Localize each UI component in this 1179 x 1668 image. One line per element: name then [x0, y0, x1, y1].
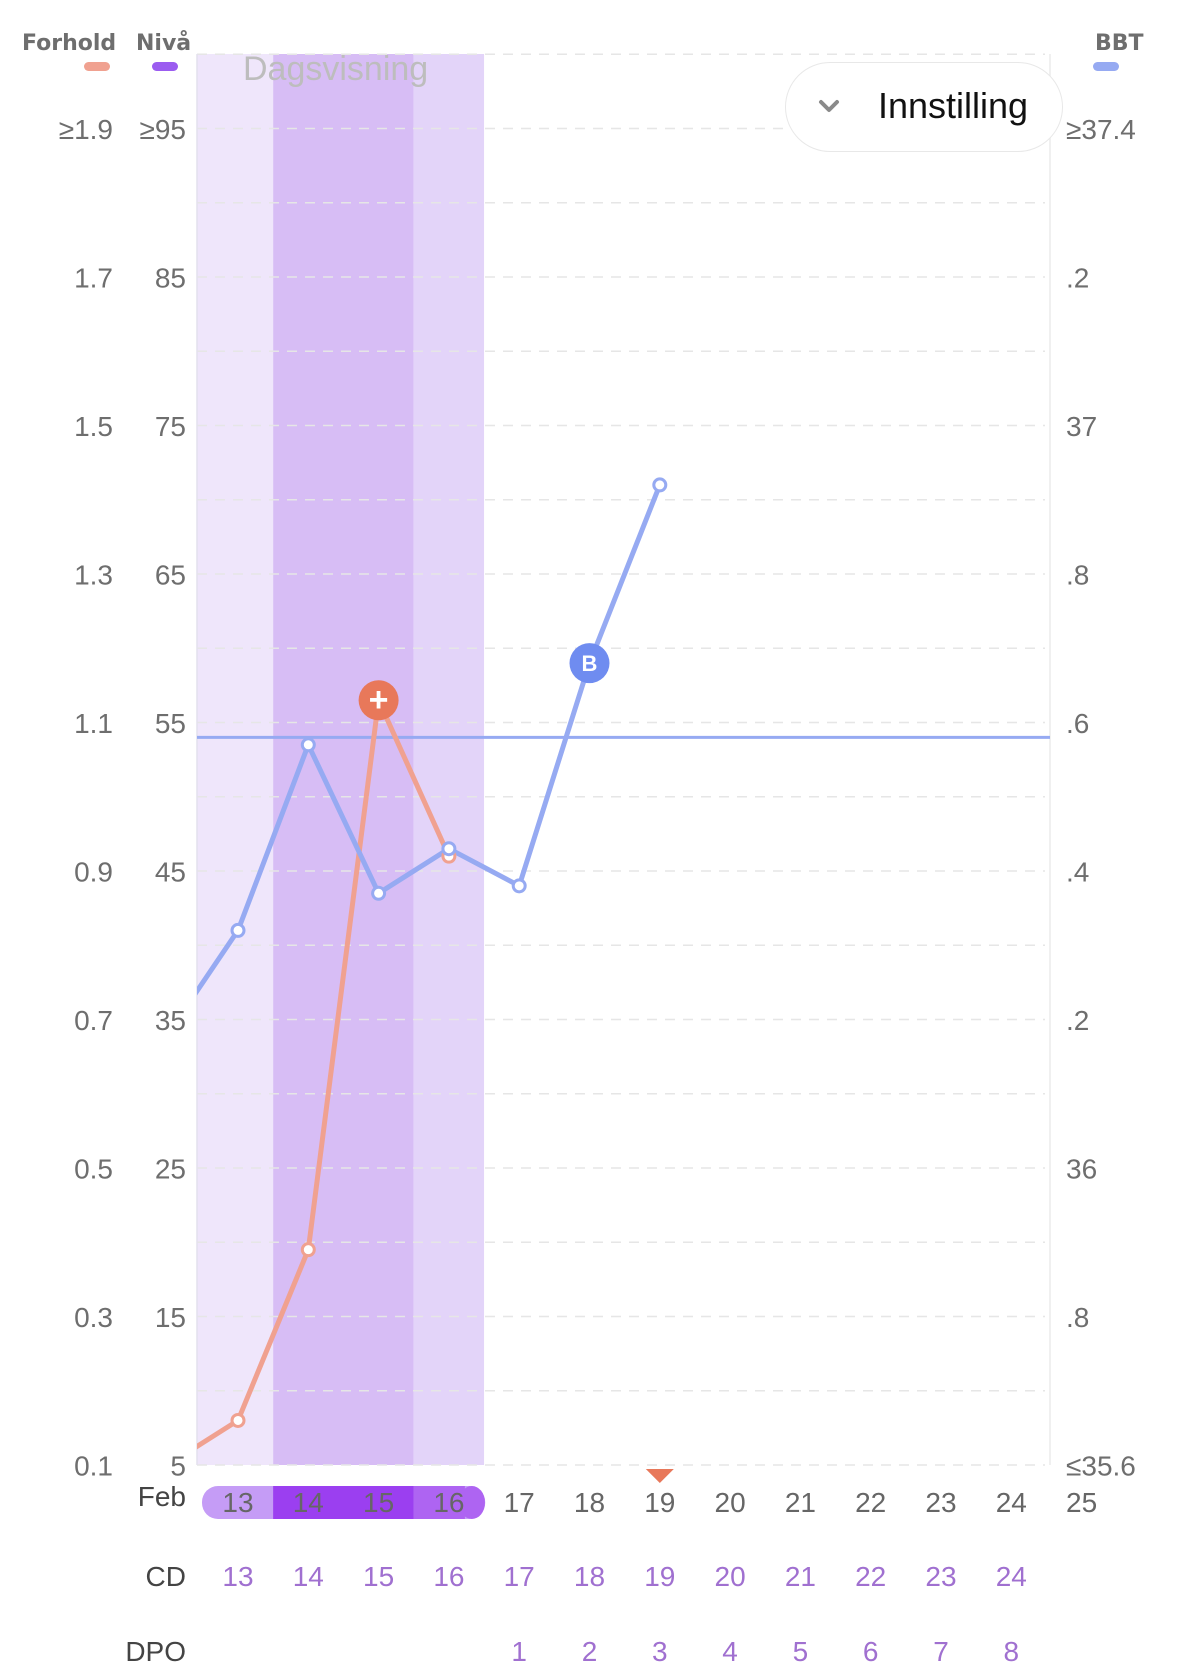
date-label: 16	[433, 1487, 464, 1518]
cycle-day-label: 16	[433, 1561, 464, 1592]
settings-dropdown-button[interactable]: Innstilling	[785, 62, 1063, 152]
level-tick-label: ≥95	[139, 114, 186, 145]
bbt-tick-label: ≥37.4	[1066, 114, 1136, 145]
bbt-point	[441, 841, 457, 857]
cycle-day-label: 23	[925, 1561, 956, 1592]
date-label: 22	[855, 1487, 886, 1518]
today-indicator-icon	[645, 1469, 674, 1483]
cycle-day-label: 19	[644, 1561, 675, 1592]
bbt-marker-symbol: B	[582, 651, 598, 676]
level-tick-label: 55	[155, 708, 186, 739]
view-label: Dagsvisning	[243, 50, 428, 88]
date-label: 21	[785, 1487, 816, 1518]
cycle-day-label: 24	[996, 1561, 1027, 1592]
dpo-label: 4	[722, 1636, 738, 1667]
fertile-band-light	[197, 54, 274, 1465]
cycle-day-label: 15	[363, 1561, 394, 1592]
legend-level-swatch	[152, 62, 178, 71]
bbt-line	[197, 483, 663, 996]
forhold-tick-label: 0.7	[74, 1005, 113, 1036]
dpo-label: 6	[863, 1636, 879, 1667]
level-tick-label: 5	[170, 1451, 186, 1482]
level-tick-label: 35	[155, 1005, 186, 1036]
date-label: 17	[504, 1487, 535, 1518]
forhold-tick-label: 0.9	[74, 857, 113, 888]
month-label: Feb	[138, 1481, 186, 1512]
fertile-band-peak	[273, 54, 414, 1465]
level-tick-label: 15	[155, 1302, 186, 1333]
bbt-tick-label: .2	[1066, 263, 1089, 294]
dpo-label: 1	[511, 1636, 527, 1667]
fertile-date-pill-cap	[458, 1486, 485, 1519]
bbt-tick-label: .4	[1066, 857, 1089, 888]
date-label: 15	[363, 1487, 394, 1518]
bbt-tick-label: ≤35.6	[1066, 1451, 1136, 1482]
cycle-day-label: 18	[574, 1561, 605, 1592]
peak-date-pill	[273, 1486, 414, 1519]
date-label: 13	[222, 1487, 253, 1518]
date-label: 18	[574, 1487, 605, 1518]
level-tick-label: 65	[155, 560, 186, 591]
forhold-tick-label: 0.5	[74, 1154, 113, 1185]
bbt-tick-label: 36	[1066, 1154, 1097, 1185]
level-tick-label: 45	[155, 857, 186, 888]
legend-bbt-swatch	[1093, 62, 1119, 71]
date-label: 23	[925, 1487, 956, 1518]
dpo-row-label: DPO	[125, 1636, 186, 1667]
cycle-day-label: 17	[504, 1561, 535, 1592]
header-level: Nivå	[136, 30, 191, 56]
dpo-label: 2	[582, 1636, 598, 1667]
forhold-tick-label: 0.1	[74, 1451, 113, 1482]
forhold-tick-label: 1.3	[74, 560, 113, 591]
forhold-tick-label: 0.3	[74, 1302, 113, 1333]
cycle-day-label: 14	[293, 1561, 324, 1592]
forhold-tick-label: ≥1.9	[59, 114, 113, 145]
forhold-point	[230, 1412, 246, 1428]
cycle-day-label: 20	[715, 1561, 746, 1592]
legend-forhold-swatch	[84, 62, 110, 71]
chevron-down-icon	[819, 100, 839, 112]
level-tick-label: 75	[155, 411, 186, 442]
bbt-tick-label: .6	[1066, 708, 1089, 739]
bbt-tick-label: 37	[1066, 411, 1097, 442]
forhold-marker-symbol: +	[369, 681, 389, 719]
date-label: 24	[996, 1487, 1027, 1518]
bbt-marker	[569, 643, 610, 684]
cd-row-label: CD	[146, 1561, 186, 1592]
forhold-point	[300, 1242, 316, 1258]
bbt-tick-label: .2	[1066, 1005, 1089, 1036]
settings-label: Innstilling	[878, 85, 1029, 126]
forhold-tick-label: 1.1	[74, 708, 113, 739]
cycle-day-label: 21	[785, 1561, 816, 1592]
dpo-label: 8	[1004, 1636, 1020, 1667]
forhold-tick-label: 1.7	[74, 263, 113, 294]
bbt-point	[230, 922, 246, 938]
date-label: 14	[293, 1487, 324, 1518]
forhold-marker	[358, 680, 399, 721]
bbt-tick-label: .8	[1066, 560, 1089, 591]
bbt-point	[300, 737, 316, 753]
bbt-tick-label: .8	[1066, 1302, 1089, 1333]
dpo-label: 3	[652, 1636, 668, 1667]
forhold-tick-label: 1.5	[74, 411, 113, 442]
date-label: 20	[715, 1487, 746, 1518]
bbt-point	[371, 885, 387, 901]
cycle-day-label: 22	[855, 1561, 886, 1592]
bbt-point	[652, 477, 668, 493]
level-tick-label: 85	[155, 263, 186, 294]
date-label: 19	[644, 1487, 675, 1518]
dpo-label: 7	[933, 1636, 949, 1667]
dpo-label: 5	[793, 1636, 809, 1667]
fertile-date-pill-end	[413, 1486, 465, 1519]
date-label: 25	[1066, 1487, 1097, 1518]
bbt-point	[511, 878, 527, 894]
fertile-band-mid	[413, 54, 485, 1465]
header-forhold: Forhold	[22, 31, 116, 56]
cycle-day-label: 13	[222, 1561, 253, 1592]
level-tick-label: 25	[155, 1154, 186, 1185]
header-bbt: BBT	[1095, 31, 1144, 56]
